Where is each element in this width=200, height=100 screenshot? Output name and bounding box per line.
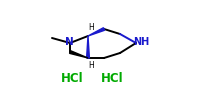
Text: N: N: [65, 37, 73, 47]
Text: H: H: [88, 24, 94, 32]
Text: HCl: HCl: [101, 72, 123, 84]
Polygon shape: [87, 36, 89, 58]
Text: HCl: HCl: [61, 72, 83, 84]
Polygon shape: [88, 28, 105, 36]
Text: NH: NH: [133, 37, 149, 47]
Text: H: H: [88, 62, 94, 70]
Polygon shape: [70, 51, 88, 58]
